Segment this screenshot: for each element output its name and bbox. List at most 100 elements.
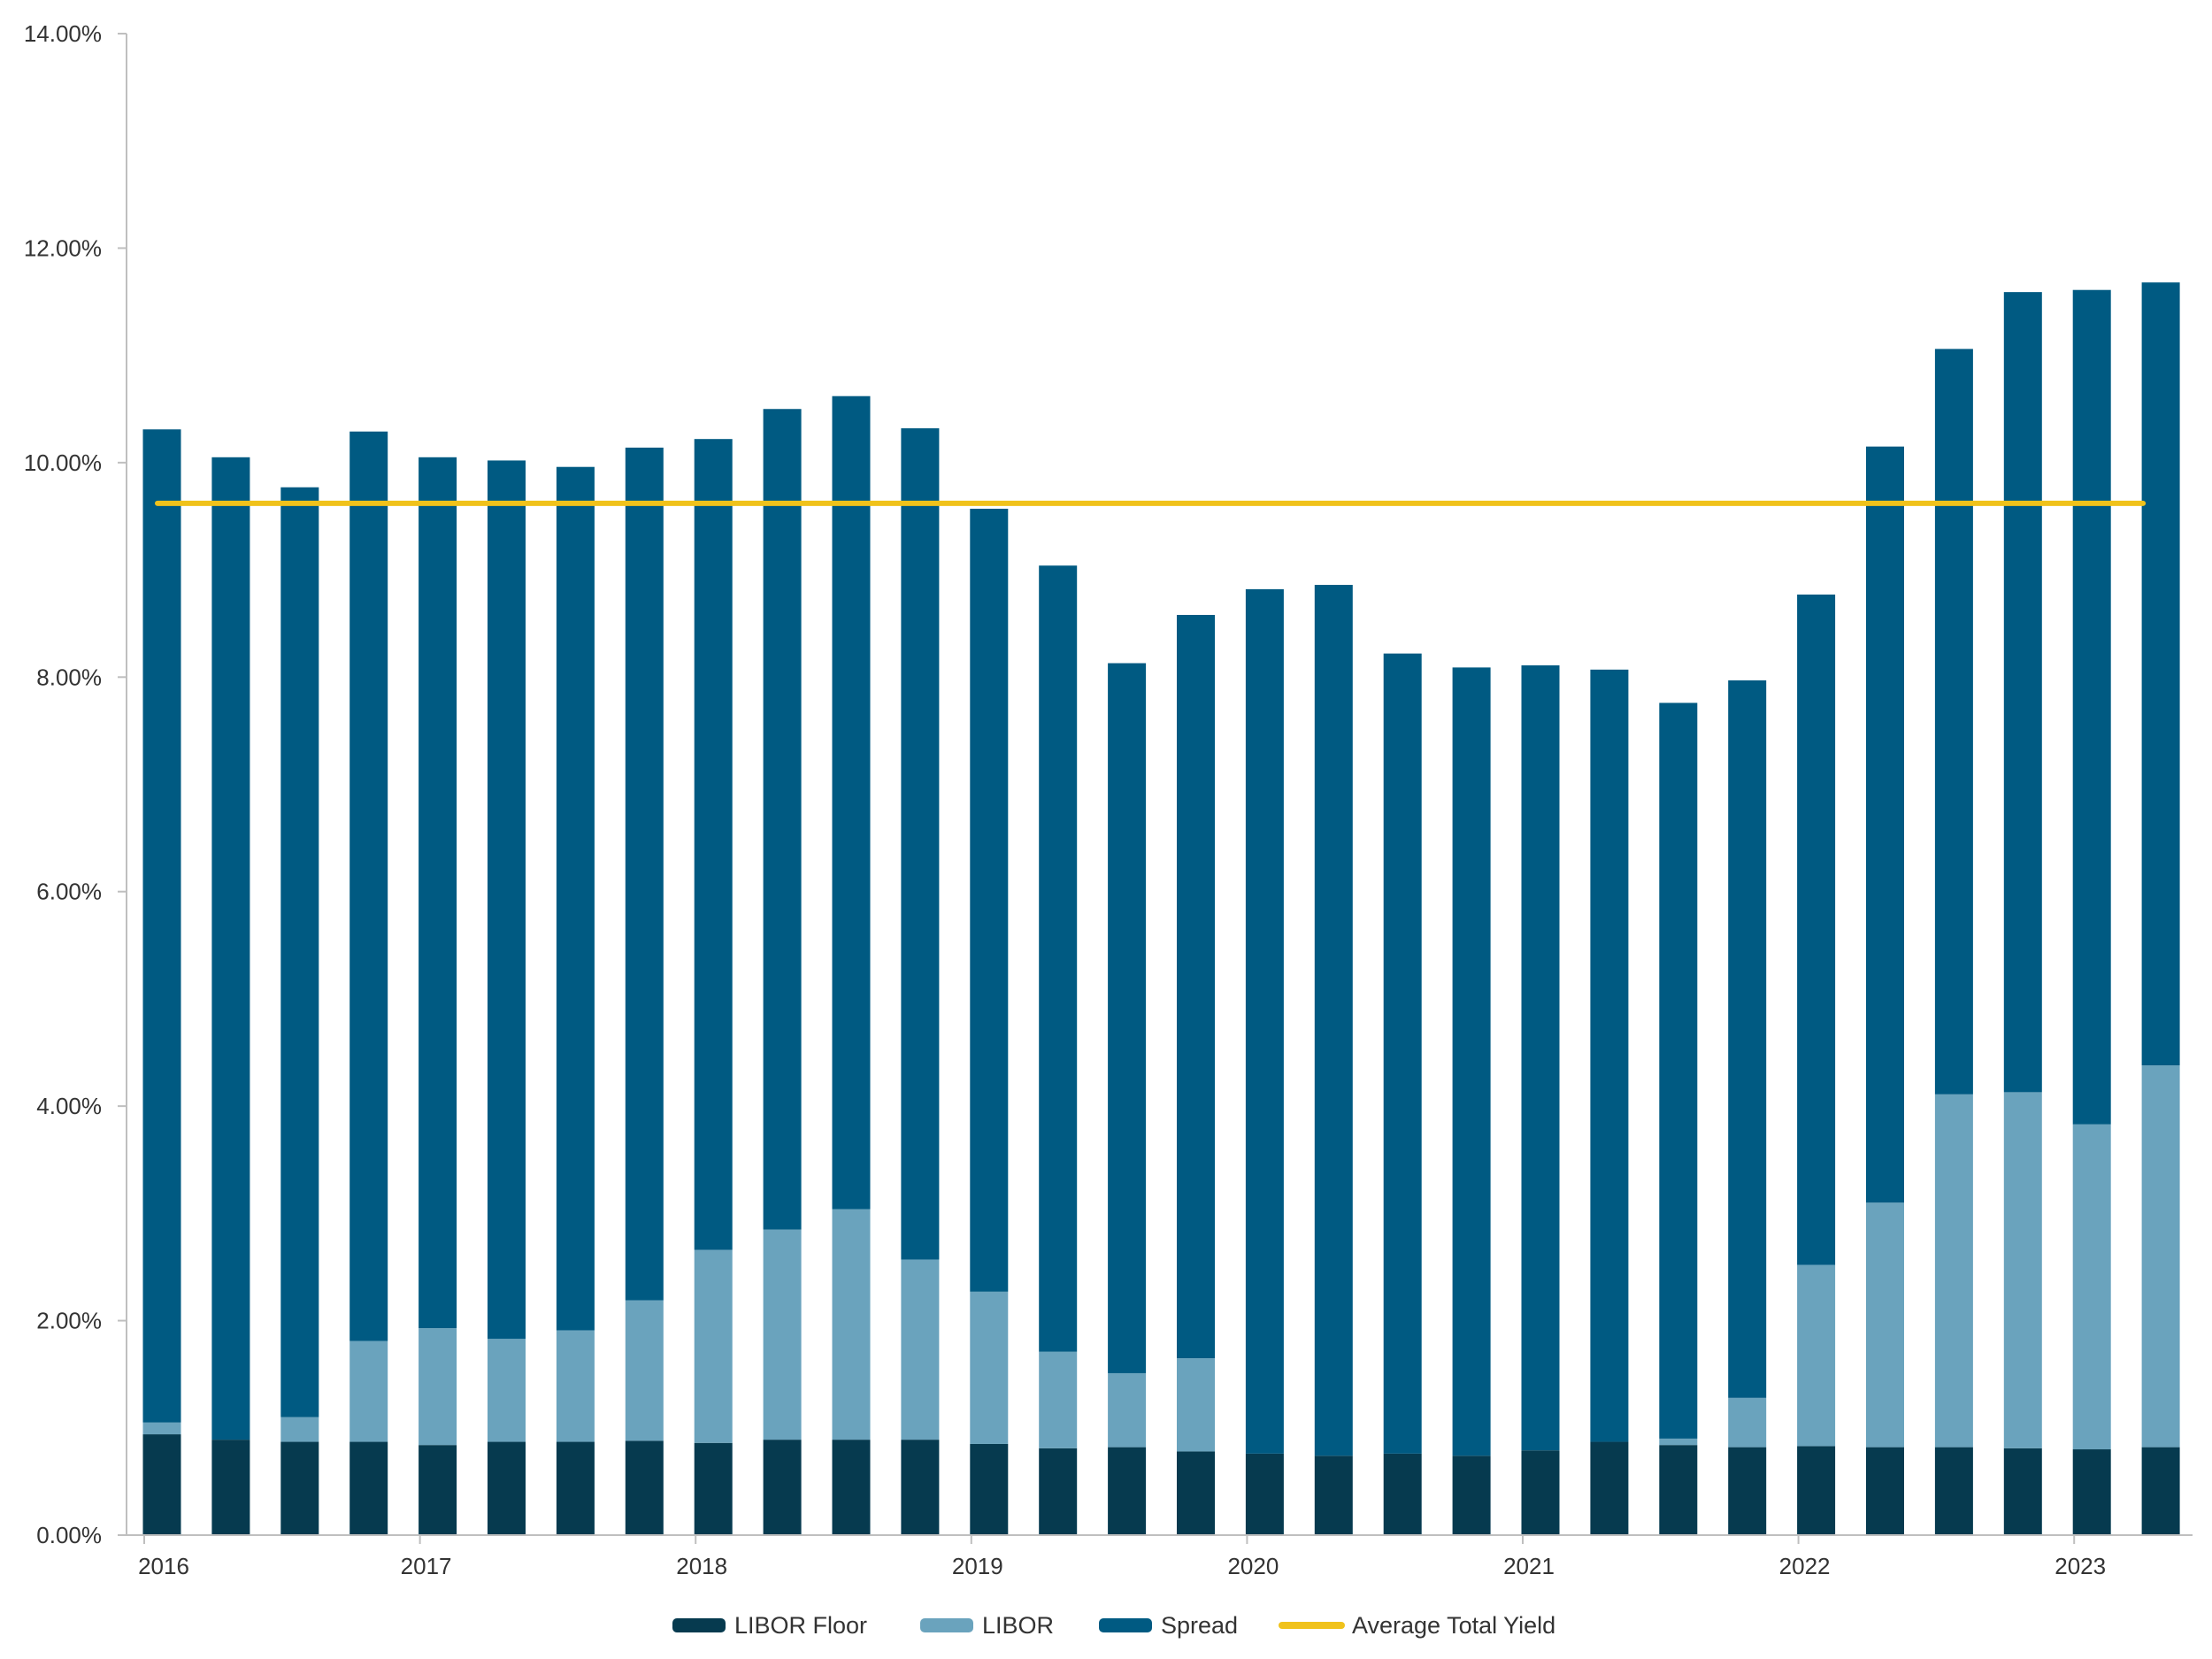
bar-libor-8	[694, 1249, 733, 1443]
bar-spread-15	[1177, 614, 1215, 1358]
bar-libor-floor-28	[2072, 1449, 2111, 1535]
x-tick-label: 2016	[138, 1553, 189, 1579]
bar-libor-floor-8	[694, 1442, 733, 1535]
bar-spread-24	[1797, 594, 1836, 1265]
bar-spread-2	[280, 487, 319, 1417]
y-tick-label: 8.00%	[36, 664, 102, 690]
bar-libor-24	[1797, 1264, 1836, 1447]
bar-libor-0	[142, 1422, 181, 1435]
bar-spread-7	[625, 447, 664, 1301]
bar-libor-floor-9	[763, 1440, 802, 1535]
bar-spread-27	[2003, 292, 2042, 1093]
bar-spread-10	[832, 396, 871, 1210]
bar-libor-25	[1866, 1202, 1904, 1448]
bar-spread-18	[1383, 653, 1422, 1454]
bar-libor-floor-3	[349, 1441, 388, 1535]
bar-libor-29	[2141, 1065, 2180, 1448]
bar-libor-floor-12	[970, 1443, 1009, 1535]
bar-libor-floor-23	[1728, 1447, 1767, 1535]
legend-label-libor: LIBOR	[982, 1612, 1054, 1639]
bar-spread-13	[1039, 565, 1078, 1352]
bar-libor-floor-11	[901, 1440, 940, 1535]
bar-libor-13	[1039, 1351, 1078, 1448]
legend-label-spread: Spread	[1161, 1612, 1238, 1639]
bar-libor-floor-26	[1934, 1447, 1973, 1535]
legend-swatch-spread	[1099, 1618, 1152, 1632]
bar-libor-floor-13	[1039, 1448, 1078, 1535]
bar-libor-5	[488, 1339, 526, 1442]
y-tick-label: 4.00%	[36, 1093, 102, 1119]
bar-spread-14	[1108, 663, 1147, 1373]
bar-libor-26	[1934, 1094, 1973, 1448]
y-tick-label: 12.00%	[24, 234, 102, 261]
bar-libor-floor-17	[1314, 1455, 1353, 1535]
bar-libor-4	[419, 1328, 457, 1446]
bar-spread-23	[1728, 680, 1767, 1398]
bar-libor-floor-6	[556, 1441, 595, 1535]
bar-spread-28	[2072, 289, 2111, 1125]
y-tick-label: 0.00%	[36, 1522, 102, 1548]
bar-libor-12	[970, 1291, 1009, 1444]
legend-swatch-libor	[920, 1618, 973, 1632]
bar-libor-floor-7	[625, 1440, 664, 1535]
bar-spread-3	[349, 431, 388, 1341]
bar-libor-floor-1	[211, 1440, 250, 1535]
bar-libor-10	[832, 1209, 871, 1440]
bar-libor-floor-16	[1245, 1453, 1284, 1535]
x-tick-label: 2023	[2055, 1553, 2106, 1579]
x-tick-label: 2022	[1779, 1553, 1831, 1579]
bar-libor-floor-5	[488, 1441, 526, 1535]
bar-spread-5	[488, 460, 526, 1340]
bars	[142, 282, 2180, 1535]
y-tick-label: 10.00%	[24, 449, 102, 476]
y-tick-label: 14.00%	[24, 20, 102, 47]
x-tick-label: 2020	[1227, 1553, 1279, 1579]
bar-libor-floor-19	[1452, 1455, 1491, 1535]
bar-libor-floor-14	[1108, 1447, 1147, 1535]
bar-spread-21	[1590, 669, 1629, 1442]
bar-spread-29	[2141, 282, 2180, 1066]
bar-libor-floor-24	[1797, 1446, 1836, 1535]
y-axis: 0.00% 2.00% 4.00% 6.00% 8.00% 10.00% 12.00% 14.…	[24, 20, 127, 1548]
bar-libor-floor-10	[832, 1440, 871, 1535]
bar-libor-floor-27	[2003, 1448, 2042, 1535]
x-tick-label: 2021	[1503, 1553, 1555, 1579]
bar-libor-floor-18	[1383, 1453, 1422, 1535]
bar-libor-floor-25	[1866, 1447, 1904, 1535]
bar-spread-1	[211, 457, 250, 1440]
bar-spread-0	[142, 429, 181, 1423]
bar-libor-3	[349, 1340, 388, 1442]
bar-libor-14	[1108, 1372, 1147, 1448]
bar-spread-17	[1314, 585, 1353, 1456]
bar-libor-floor-21	[1590, 1441, 1629, 1535]
x-axis: 2016 2017 2018 2019 2020 2021 2022 2023	[127, 1534, 2193, 1579]
bar-libor-11	[901, 1259, 940, 1440]
bar-libor-floor-20	[1521, 1450, 1560, 1535]
bar-libor-floor-4	[419, 1445, 457, 1535]
bar-libor-floor-29	[2141, 1447, 2180, 1535]
bar-spread-19	[1452, 667, 1491, 1456]
bar-libor-6	[556, 1330, 595, 1442]
legend-item-libor-floor: LIBOR Floor	[672, 1612, 867, 1639]
x-tick-label: 2017	[401, 1553, 452, 1579]
legend-item-average-total-yield: Average Total Yield	[1279, 1612, 1555, 1639]
bar-libor-floor-0	[142, 1434, 181, 1535]
bar-spread-6	[556, 466, 595, 1331]
legend-item-libor: LIBOR	[920, 1612, 1054, 1639]
x-tick-label: 2018	[676, 1553, 727, 1579]
legend-label-average-total-yield: Average Total Yield	[1352, 1612, 1555, 1639]
bar-spread-12	[970, 508, 1009, 1292]
bar-libor-2	[280, 1417, 319, 1442]
x-tick-label: 2019	[952, 1553, 1003, 1579]
bar-libor-floor-2	[280, 1441, 319, 1535]
bar-spread-20	[1521, 664, 1560, 1451]
bar-libor-floor-22	[1659, 1445, 1698, 1535]
bar-spread-11	[901, 428, 940, 1260]
bar-libor-15	[1177, 1357, 1215, 1452]
bar-spread-22	[1659, 703, 1698, 1439]
bar-spread-4	[419, 457, 457, 1329]
legend-label-libor-floor: LIBOR Floor	[734, 1612, 867, 1639]
legend-swatch-libor-floor	[672, 1618, 726, 1632]
y-tick-label: 2.00%	[36, 1308, 102, 1334]
